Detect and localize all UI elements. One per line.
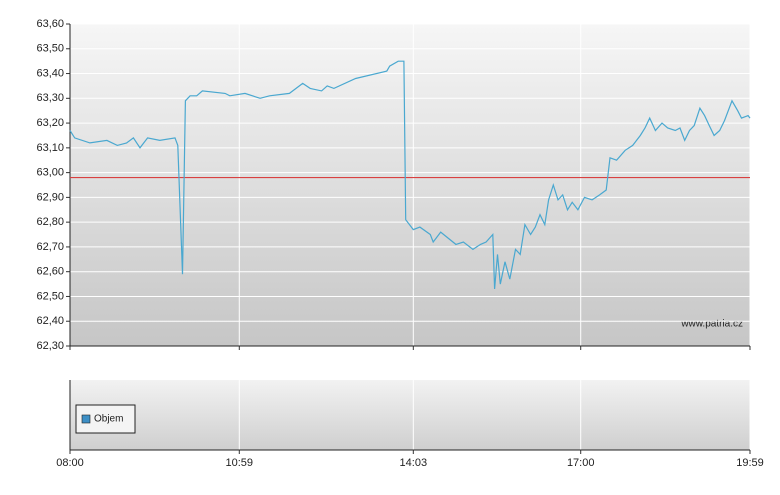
volume-plot-area [70,380,750,450]
y-tick-label: 63,10 [36,142,64,154]
y-tick-label: 62,30 [36,340,64,352]
y-tick-label: 63,30 [36,92,64,104]
x-tick-label: 10:59 [226,457,254,469]
y-tick-label: 63,20 [36,117,64,129]
y-tick-label: 62,90 [36,191,64,203]
legend-label: Objem [94,414,123,425]
price-line [69,60,751,290]
price-plot-area [70,24,750,346]
y-tick-label: 63,50 [36,43,64,55]
y-tick-label: 62,50 [36,290,64,302]
y-tick-label: 62,80 [36,216,64,228]
y-tick-label: 63,00 [36,167,64,179]
y-tick-label: 62,70 [36,241,64,253]
y-tick-label: 62,60 [36,266,64,278]
watermark: www.patria.cz [680,319,743,330]
y-tick-label: 62,40 [36,315,64,327]
x-tick-label: 19:59 [736,457,764,469]
x-tick-label: 17:00 [567,457,595,469]
legend-swatch [81,414,91,424]
y-tick-label: 63,60 [36,18,64,30]
y-tick-label: 63,40 [36,67,64,79]
x-tick-label: 08:00 [56,457,84,469]
x-tick-label: 14:03 [400,457,428,469]
